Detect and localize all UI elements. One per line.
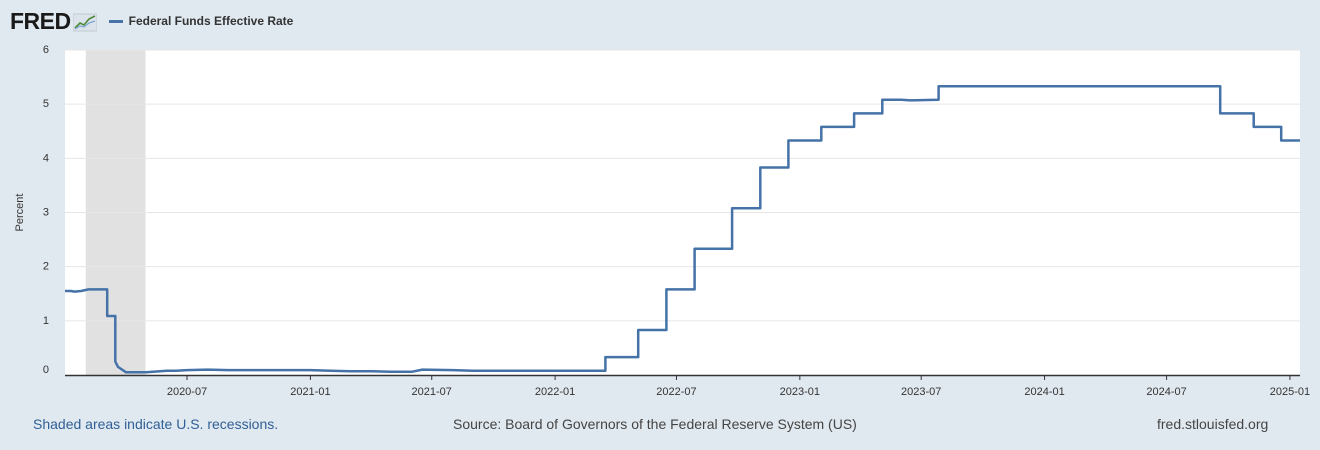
chart-header: FRED Federal Funds Effective Rate: [10, 6, 293, 36]
fred-logo[interactable]: FRED: [10, 7, 71, 34]
x-tick-label: 2022-01: [535, 386, 575, 398]
x-tick-label: 2023-07: [901, 386, 941, 398]
x-tick-label: 2021-01: [290, 386, 330, 398]
x-tick-label: 2024-01: [1024, 386, 1064, 398]
y-tick-label: 0: [43, 364, 49, 376]
y-tick-label: 4: [43, 152, 49, 164]
y-tick-label: 2: [43, 261, 49, 273]
x-tick-label: 2022-07: [656, 386, 696, 398]
legend-swatch: [108, 19, 123, 23]
y-tick-label: 1: [43, 315, 49, 327]
fred-chart-icon: [72, 13, 97, 32]
y-tick-label: 3: [43, 207, 49, 219]
y-tick-label: 6: [43, 44, 49, 56]
chart-legend: Federal Funds Effective Rate: [108, 14, 294, 28]
series-line: [65, 85, 1300, 374]
source-note: Source: Board of Governors of the Federa…: [453, 416, 857, 432]
x-tick-label: 2024-07: [1146, 386, 1186, 398]
recession-note[interactable]: Shaded areas indicate U.S. recessions.: [33, 416, 279, 432]
x-tick-label: 2025-01: [1270, 386, 1310, 398]
x-tick-label: 2020-07: [167, 386, 207, 398]
y-axis-label: Percent: [14, 194, 26, 232]
x-tick-label: 2021-07: [412, 386, 452, 398]
legend-label: Federal Funds Effective Rate: [128, 14, 294, 28]
y-tick-label: 5: [43, 98, 49, 110]
site-link[interactable]: fred.stlouisfed.org: [1157, 416, 1269, 432]
x-tick-label: 2023-01: [780, 386, 820, 398]
